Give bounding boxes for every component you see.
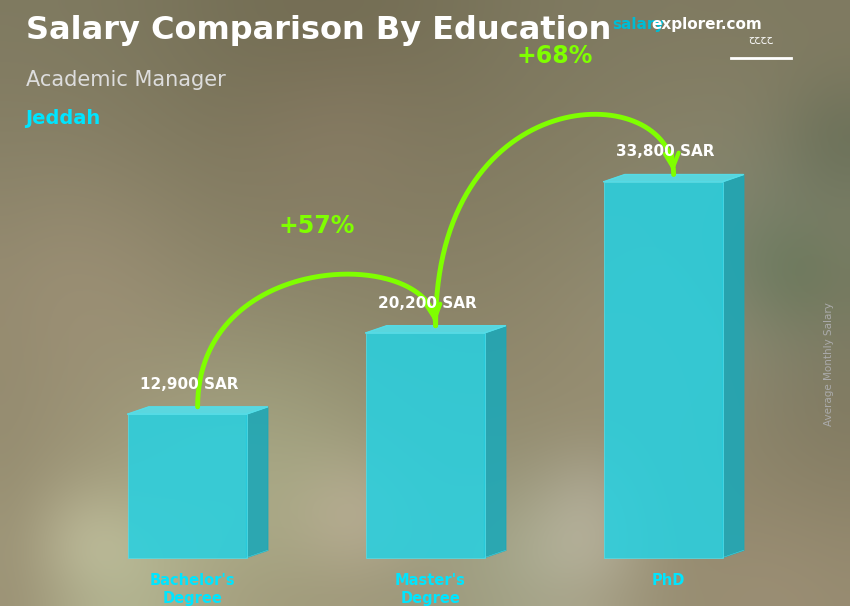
Text: PhD: PhD	[652, 573, 685, 588]
Text: حححح: حححح	[748, 35, 774, 44]
Text: +68%: +68%	[517, 44, 592, 68]
Text: Academic Manager: Academic Manager	[26, 70, 225, 90]
Bar	[128, 414, 246, 558]
Text: Jeddah: Jeddah	[26, 109, 101, 128]
Text: Master's
Degree: Master's Degree	[395, 573, 466, 606]
Polygon shape	[128, 407, 268, 414]
Polygon shape	[484, 325, 506, 558]
Text: +57%: +57%	[279, 214, 354, 238]
Bar	[366, 333, 484, 558]
Polygon shape	[246, 407, 268, 558]
Polygon shape	[366, 325, 506, 333]
Text: explorer.com: explorer.com	[651, 17, 762, 32]
Polygon shape	[604, 175, 744, 182]
Text: 12,900 SAR: 12,900 SAR	[140, 377, 238, 391]
Text: Average Monthly Salary: Average Monthly Salary	[824, 302, 834, 425]
Text: Salary Comparison By Education: Salary Comparison By Education	[26, 15, 611, 46]
Bar	[604, 182, 722, 558]
Text: salary: salary	[612, 17, 665, 32]
Polygon shape	[722, 175, 744, 558]
Text: 20,200 SAR: 20,200 SAR	[377, 296, 477, 310]
Text: 33,800 SAR: 33,800 SAR	[616, 144, 714, 159]
Text: Bachelor's
Degree: Bachelor's Degree	[150, 573, 235, 606]
